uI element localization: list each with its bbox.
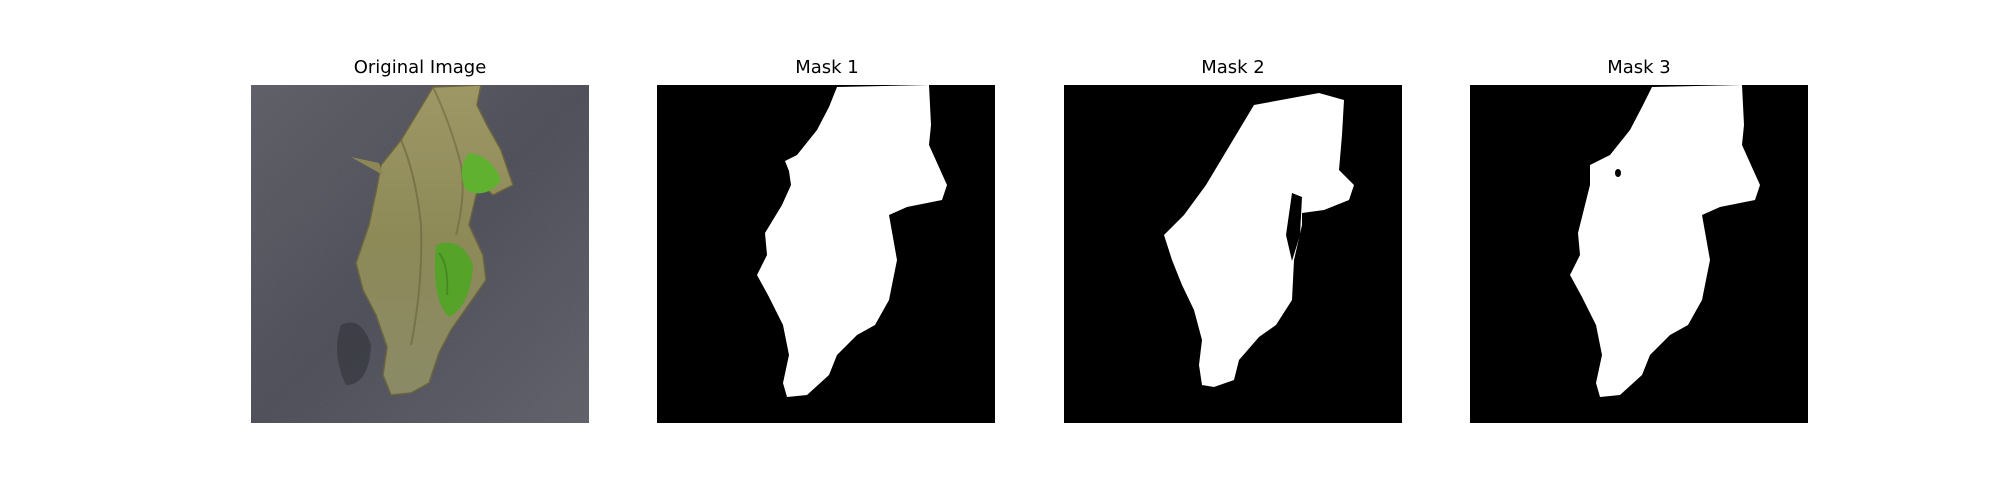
mask-3-hole <box>1615 169 1621 177</box>
mask-1-region <box>757 85 947 397</box>
panel-title-mask-2: Mask 2 <box>1201 57 1265 78</box>
mask-2-image <box>1064 85 1402 423</box>
original-image-panel <box>251 85 589 423</box>
mask-2-hole <box>1286 193 1302 261</box>
original-leaf-photo <box>251 85 589 423</box>
mask-1-panel <box>657 85 995 423</box>
mask-1-image <box>657 85 995 423</box>
mask-3-region <box>1570 85 1760 397</box>
panel-title-mask-3: Mask 3 <box>1607 57 1671 78</box>
panel-title-original-image: Original Image <box>353 57 487 78</box>
mask-2-region <box>1164 93 1354 387</box>
leaf-shadow <box>337 322 371 385</box>
mask-3-panel <box>1470 85 1808 423</box>
green-patch-upper <box>461 153 501 194</box>
mask-3-image <box>1470 85 1808 423</box>
panel-title-mask-1: Mask 1 <box>795 57 859 78</box>
mask-2-panel <box>1064 85 1402 423</box>
